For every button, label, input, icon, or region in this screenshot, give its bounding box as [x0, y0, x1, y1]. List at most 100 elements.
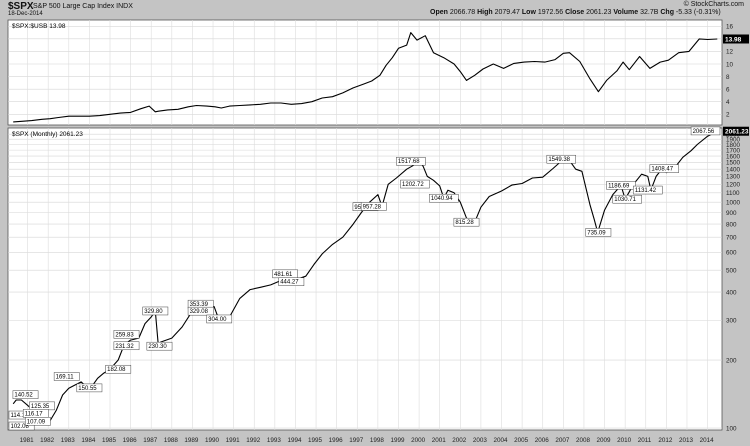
annotation-label: 1131.42 [635, 188, 657, 194]
annotation-label: 444.27 [280, 280, 299, 286]
xtick-label: 1981 [20, 437, 35, 444]
price-ytick-label: 100 [726, 425, 737, 432]
xtick-label: 2000 [411, 437, 426, 444]
ratio-title: $SPX:$USB 13.98 [12, 23, 66, 30]
price-last-value-tag [723, 126, 749, 136]
xtick-label: 2001 [432, 437, 447, 444]
annotation-label: 1186.69 [608, 183, 630, 189]
price-ytick-label: 200 [726, 357, 737, 364]
ratio-ytick-label: 12 [726, 49, 734, 56]
annotation-label: 735.09 [587, 230, 606, 236]
annotation-label: 259.83 [115, 332, 134, 338]
price-ytick-label: 1400 [726, 166, 741, 173]
annotation-label: 2067.56 [693, 129, 715, 135]
xtick-label: 1984 [81, 437, 96, 444]
chart-header: $SPX S&P 500 Large Cap Index INDX 18-Dec… [0, 0, 750, 18]
xtick-label: 2010 [617, 437, 632, 444]
annotation-label: 304.00 [208, 317, 227, 323]
annotation-box [633, 185, 663, 195]
price-ytick-label: 400 [726, 289, 737, 296]
ratio-ytick-label: 8 [726, 74, 730, 81]
low-label: Low [521, 9, 536, 16]
price-ytick-label: 1900 [726, 137, 741, 144]
xtick-label: 2003 [473, 437, 488, 444]
price-ytick-label: 1300 [726, 174, 741, 181]
xtick-label: 1983 [61, 437, 76, 444]
quote-line: Open 2066.78 High 2079.47 Low 1972.56 Cl… [430, 9, 721, 16]
xtick-label: 2007 [555, 437, 570, 444]
price-last-value-label: 2061.23 [725, 129, 749, 136]
annotation-label: 114.16 [11, 413, 30, 419]
annotation-label: 169.11 [56, 374, 75, 380]
ratio-ytick-label: 4 [726, 99, 730, 106]
ratio-plot-area [7, 19, 723, 126]
xtick-label: 2014 [700, 437, 715, 444]
xtick-label: 1993 [267, 437, 282, 444]
price-ytick-label: 1700 [726, 147, 741, 154]
xtick-label: 1996 [329, 437, 344, 444]
xtick-label: 2002 [452, 437, 467, 444]
annotation-box [12, 390, 39, 399]
price-ytick-label: 1500 [726, 160, 741, 167]
open-label: Open [430, 9, 448, 16]
price-ytick-label: 300 [726, 318, 737, 325]
annotation-box [396, 156, 426, 166]
xtick-label: 2013 [679, 437, 694, 444]
open-value: 2066.78 [449, 9, 476, 16]
annotation-label: 1517.68 [398, 159, 420, 165]
xtick-label: 2012 [658, 437, 673, 444]
xtick-label: 1995 [308, 437, 323, 444]
annotation-label: 1040.94 [431, 196, 453, 202]
annotation-box [113, 341, 140, 351]
annotation-label: 353.39 [190, 302, 209, 308]
annotation-label: 230.30 [148, 344, 167, 350]
annotation-label: 1549.38 [548, 157, 570, 163]
annotation-label: 231.32 [115, 344, 134, 350]
low-value: 1972.56 [537, 9, 564, 16]
annotation-label: 957.28 [363, 204, 382, 210]
date-label: 18-Dec-2014 [8, 11, 43, 17]
xtick-label: 2005 [514, 437, 529, 444]
annotation-box [429, 193, 459, 203]
high-label: High [477, 9, 493, 16]
xtick-label: 1999 [390, 437, 405, 444]
price-ytick-label: 1000 [726, 199, 741, 206]
annotation-label: 140.52 [14, 393, 33, 399]
close-value: 2061.23 [586, 9, 612, 16]
xtick-label: 1992 [246, 437, 261, 444]
volume-label: Volume [613, 9, 639, 16]
xtick-label: 1990 [205, 437, 220, 444]
symbol-label: $SPX [8, 1, 34, 12]
xtick-label: 1987 [143, 437, 158, 444]
annotation-box [606, 181, 636, 190]
xtick-label: 1986 [123, 437, 138, 444]
price-title: $SPX (Monthly) 2061.23 [12, 131, 83, 138]
annotation-box [453, 217, 480, 227]
ratio-ytick-label: 2 [726, 112, 730, 119]
annotation-box [400, 179, 430, 189]
annotation-label: 182.08 [107, 367, 126, 373]
annotation-box [146, 341, 173, 351]
price-ytick-label: 1800 [726, 142, 741, 149]
annotation-label: 107.09 [27, 419, 46, 425]
annotation-label: 329.08 [190, 309, 209, 315]
annotation-box [76, 383, 103, 393]
chg-label: Chg [660, 9, 674, 16]
annotation-label: 116.17 [25, 411, 44, 417]
annotation-box [360, 202, 387, 211]
ratio-last-value-tag [723, 34, 749, 44]
annotation-box [206, 314, 233, 324]
annotation-label: 481.61 [274, 272, 293, 278]
annotation-box [585, 228, 612, 237]
xtick-label: 1989 [184, 437, 199, 444]
annotation-label: 329.80 [144, 309, 163, 315]
annotation-box [187, 306, 214, 316]
xtick-label: 2011 [638, 437, 652, 444]
index-name-text: S&P 500 Large Cap Index [33, 3, 115, 10]
annotation-label: 102.08 [11, 424, 30, 430]
stockcharts-logo: © StockCharts.com [683, 1, 744, 8]
xtick-label: 1997 [349, 437, 364, 444]
ratio-last-value-label: 13.98 [725, 36, 742, 43]
